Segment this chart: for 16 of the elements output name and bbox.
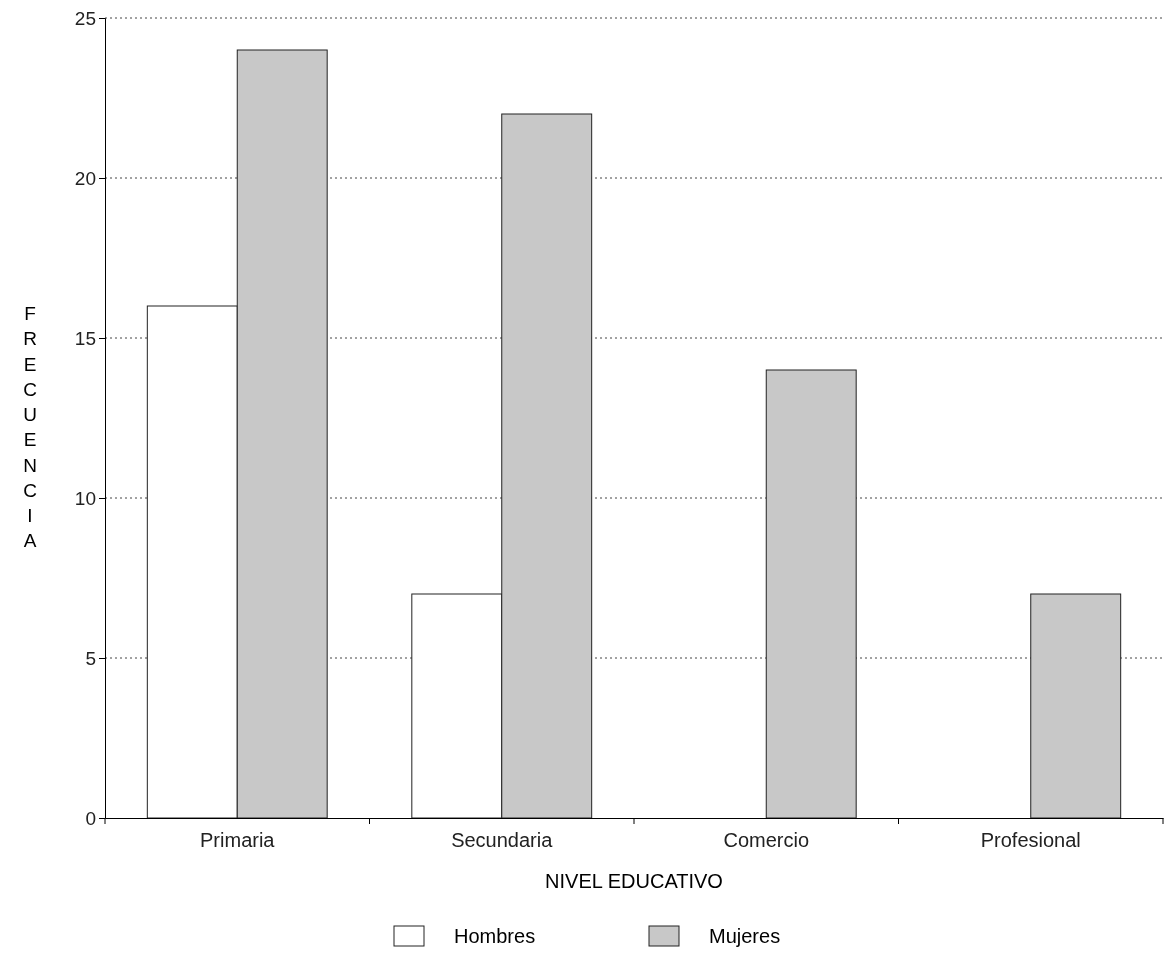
x-tick-label: Profesional	[980, 829, 1081, 851]
x-tick-label: Comercio	[723, 829, 810, 851]
y-tick-label: 20	[74, 167, 96, 189]
x-tick-label: Secundaria	[451, 829, 554, 851]
legend-label: Hombres	[454, 925, 536, 947]
bar	[765, 369, 857, 819]
x-tick-label: Primaria	[200, 829, 276, 851]
y-tick-label: 25	[74, 7, 96, 29]
bar	[1030, 593, 1122, 819]
text: FRECUENCIA	[23, 303, 37, 552]
legend-label: Mujeres	[709, 925, 781, 947]
y-tick-label: 10	[74, 487, 96, 509]
y-tick-label: 5	[85, 647, 96, 669]
y-tick-label: 15	[74, 327, 96, 349]
x-axis-title: NIVEL EDUCATIVO	[545, 870, 723, 892]
y-tick-label: 0	[85, 807, 96, 829]
